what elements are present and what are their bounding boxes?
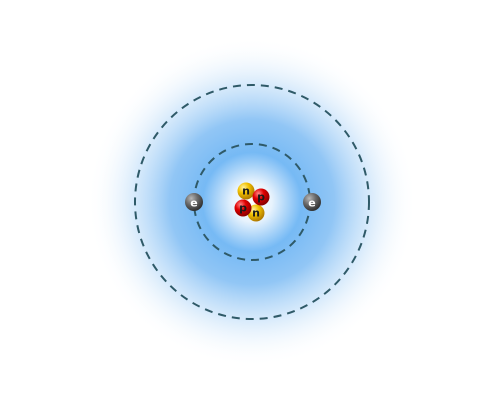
neutron-label: n: [242, 185, 250, 198]
proton-particle: p: [234, 199, 252, 217]
electron-cloud: [87, 37, 417, 367]
neutron-label: n: [252, 207, 260, 220]
proton-sphere: [252, 188, 270, 206]
proton-label: p: [257, 191, 265, 204]
electron-label: e: [190, 197, 197, 210]
proton-label: p: [239, 202, 247, 215]
electron-sphere: [185, 193, 203, 211]
electron: e: [303, 193, 321, 211]
electron-label: e: [308, 197, 315, 210]
electron-sphere: [303, 193, 321, 211]
neutron-particle: n: [247, 204, 265, 222]
proton-particle: p: [252, 188, 270, 206]
electron: e: [185, 193, 203, 211]
neutron-particle: n: [237, 182, 255, 200]
outer-orbit: [134, 84, 370, 320]
neutron-sphere: [247, 204, 265, 222]
proton-sphere: [234, 199, 252, 217]
neutron-sphere: [237, 182, 255, 200]
